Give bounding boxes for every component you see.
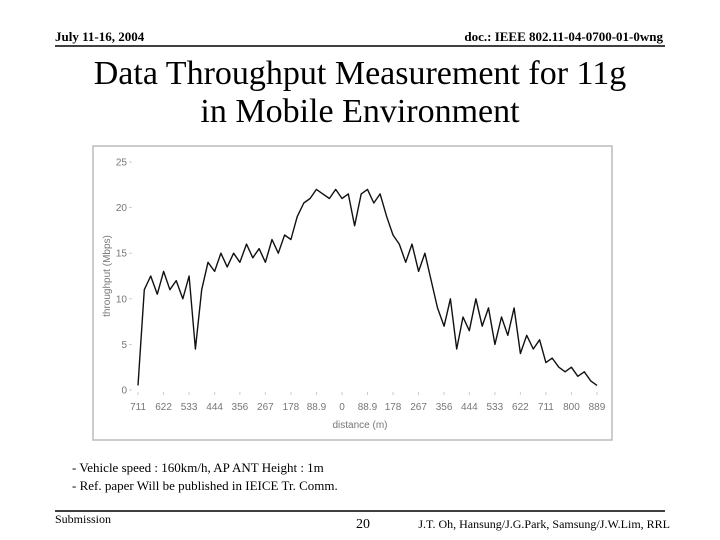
y-tick-label: 5 [121,340,127,351]
x-tick-label: 533 [181,402,198,413]
x-tick-label: 622 [155,402,172,413]
x-tick-label: 88.9 [358,402,378,413]
x-tick-label: 356 [232,402,249,413]
x-tick-label: 88.9 [307,402,327,413]
title-line: Data Throughput Measurement for 11g [94,55,627,92]
page-number: 20 [356,517,370,532]
x-tick-label: 0 [339,402,345,413]
chart: 0 5 10 15 20 25 711 622 533 444 356 267 178 88.9 0 88.9… [102,158,606,432]
y-tick-label: 0 [121,386,127,397]
y-axis-label: throughput (Mbps) [102,235,113,317]
note: - Ref. paper Will be published in IEICE … [72,478,338,493]
x-tick-label: 178 [283,402,300,413]
x-tick-label: 267 [410,402,427,413]
throughput-line [137,188,598,386]
x-tick-label: 444 [461,402,478,413]
footer-left: Submission [55,512,111,526]
y-tick-label: 20 [116,203,128,214]
x-tick-label: 178 [385,402,402,413]
x-tick-label: 711 [538,402,554,413]
footer-right: J.T. Oh, Hansung/J.G.Park, Samsung/J.W.L… [418,517,670,531]
x-tick-label: 889 [589,402,606,413]
chart-frame [92,145,613,441]
y-tick-label: 10 [116,294,128,305]
x-tick-label: 444 [206,402,223,413]
x-tick-label: 356 [436,402,453,413]
x-tick-label: 533 [487,402,504,413]
x-tick-label: 800 [563,402,580,413]
x-tick-label: 711 [130,402,146,413]
y-tick-label: 15 [116,249,128,260]
title-line: in Mobile Environment [200,93,520,130]
x-tick-label: 622 [512,402,529,413]
x-axis-label: distance (m) [332,420,387,431]
header-date: July 11-16, 2004 [55,29,145,44]
y-tick-label: 25 [116,158,128,169]
x-tick-label: 267 [257,402,274,413]
header-doc: doc.: IEEE 802.11-04-0700-01-0wng [464,29,663,44]
note: - Vehicle speed : 160km/h, AP ANT Height… [72,460,324,475]
